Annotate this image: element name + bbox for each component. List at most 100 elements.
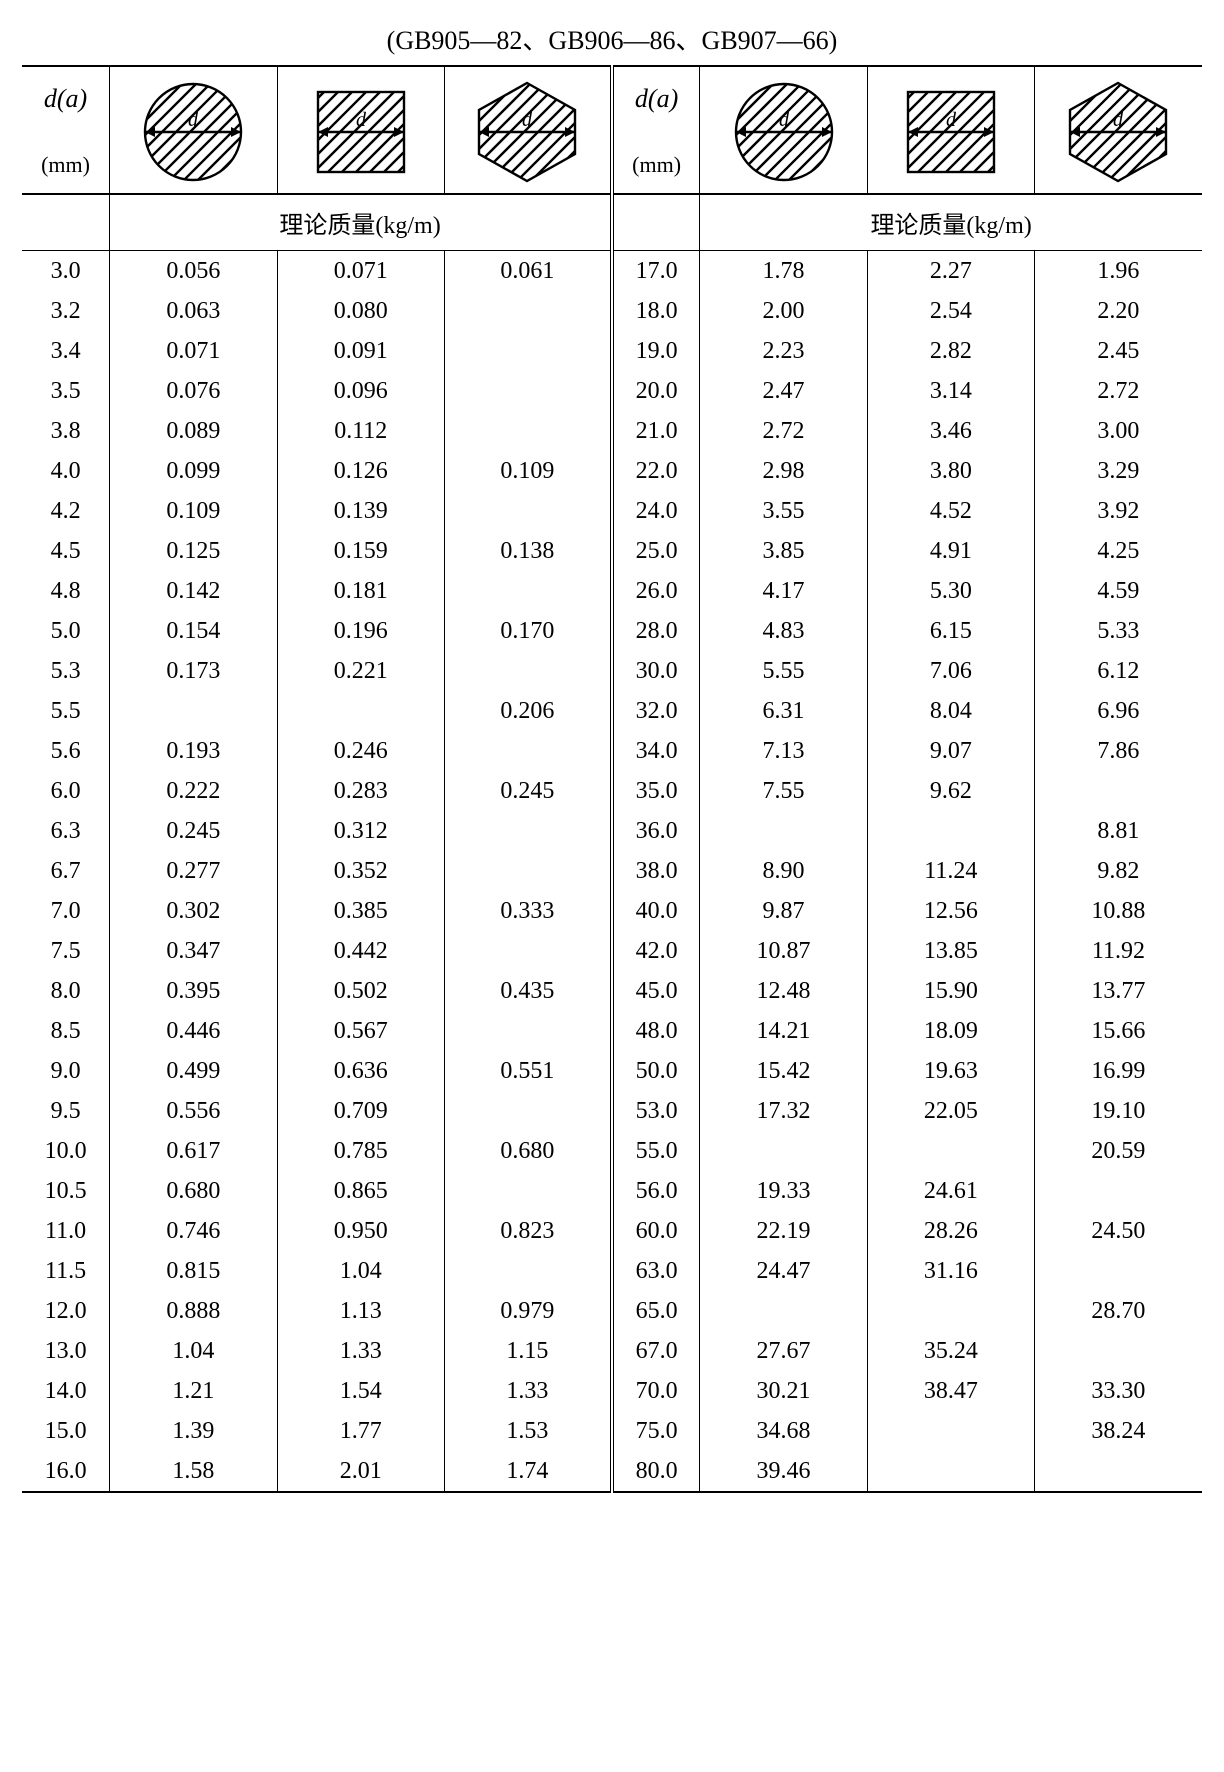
cell-square: 0.246 xyxy=(277,731,444,771)
cell-d: 9.0 xyxy=(22,1051,110,1091)
cell-hex: 1.53 xyxy=(444,1411,612,1451)
cell-circle: 30.21 xyxy=(700,1371,868,1411)
table-row: 5.3 0.173 0.221 30.0 5.55 7.06 6.12 xyxy=(22,651,1202,691)
cell-circle: 0.617 xyxy=(110,1131,278,1171)
cell-hex: 3.29 xyxy=(1034,451,1202,491)
cell-square xyxy=(867,1411,1034,1451)
cell-circle xyxy=(110,691,278,731)
cell-circle: 2.72 xyxy=(700,411,868,451)
cell-d: 55.0 xyxy=(612,1131,700,1171)
cell-hex: 0.435 xyxy=(444,971,612,1011)
cell-circle: 22.19 xyxy=(700,1211,868,1251)
cell-d: 40.0 xyxy=(612,891,700,931)
cell-d: 48.0 xyxy=(612,1011,700,1051)
cell-d: 5.6 xyxy=(22,731,110,771)
cell-circle: 2.98 xyxy=(700,451,868,491)
cell-hex xyxy=(444,331,612,371)
cell-circle: 12.48 xyxy=(700,971,868,1011)
cell-hex: 0.680 xyxy=(444,1131,612,1171)
cell-circle: 0.173 xyxy=(110,651,278,691)
cell-d: 17.0 xyxy=(612,251,700,292)
cell-hex: 28.70 xyxy=(1034,1291,1202,1331)
table-row: 9.0 0.499 0.636 0.551 50.0 15.42 19.63 1… xyxy=(22,1051,1202,1091)
cell-hex: 20.59 xyxy=(1034,1131,1202,1171)
cell-d: 11.0 xyxy=(22,1211,110,1251)
table-row: 3.2 0.063 0.080 18.0 2.00 2.54 2.20 xyxy=(22,291,1202,331)
cell-circle: 3.55 xyxy=(700,491,868,531)
cell-square: 0.636 xyxy=(277,1051,444,1091)
table-row: 5.0 0.154 0.196 0.170 28.0 4.83 6.15 5.3… xyxy=(22,611,1202,651)
cell-circle: 2.00 xyxy=(700,291,868,331)
cell-square: 18.09 xyxy=(867,1011,1034,1051)
cell-d: 53.0 xyxy=(612,1091,700,1131)
cell-square xyxy=(867,811,1034,851)
table-row: 5.5 0.206 32.0 6.31 8.04 6.96 xyxy=(22,691,1202,731)
cell-d: 15.0 xyxy=(22,1411,110,1451)
cell-circle: 7.55 xyxy=(700,771,868,811)
cell-circle: 2.23 xyxy=(700,331,868,371)
col-hex-icon-right: d xyxy=(1034,66,1202,194)
col-square-icon-left: d xyxy=(277,66,444,194)
cell-hex: 1.96 xyxy=(1034,251,1202,292)
cell-d: 34.0 xyxy=(612,731,700,771)
cell-hex: 7.86 xyxy=(1034,731,1202,771)
cell-square: 2.01 xyxy=(277,1451,444,1492)
cell-square: 22.05 xyxy=(867,1091,1034,1131)
cell-circle: 0.076 xyxy=(110,371,278,411)
cell-square: 15.90 xyxy=(867,971,1034,1011)
cell-d: 19.0 xyxy=(612,331,700,371)
cell-square: 7.06 xyxy=(867,651,1034,691)
cell-hex: 5.33 xyxy=(1034,611,1202,651)
cell-d: 8.5 xyxy=(22,1011,110,1051)
cell-circle: 0.193 xyxy=(110,731,278,771)
cell-square xyxy=(867,1291,1034,1331)
cell-square: 8.04 xyxy=(867,691,1034,731)
svg-text:d: d xyxy=(188,109,199,131)
svg-text:d: d xyxy=(946,109,957,131)
table-row: 10.0 0.617 0.785 0.680 55.0 20.59 xyxy=(22,1131,1202,1171)
cell-hex xyxy=(444,651,612,691)
cell-hex xyxy=(1034,771,1202,811)
cell-hex xyxy=(1034,1251,1202,1291)
table-row: 11.0 0.746 0.950 0.823 60.0 22.19 28.26 … xyxy=(22,1211,1202,1251)
cell-hex: 19.10 xyxy=(1034,1091,1202,1131)
table-row: 3.5 0.076 0.096 20.0 2.47 3.14 2.72 xyxy=(22,371,1202,411)
cell-d: 5.0 xyxy=(22,611,110,651)
cell-circle: 0.446 xyxy=(110,1011,278,1051)
cell-d: 14.0 xyxy=(22,1371,110,1411)
table-row: 15.0 1.39 1.77 1.53 75.0 34.68 38.24 xyxy=(22,1411,1202,1451)
cell-d: 5.5 xyxy=(22,691,110,731)
cell-circle xyxy=(700,811,868,851)
cell-hex: 6.96 xyxy=(1034,691,1202,731)
cell-d: 32.0 xyxy=(612,691,700,731)
col-d-label-left: d(a) xyxy=(22,66,110,117)
cell-d: 10.0 xyxy=(22,1131,110,1171)
cell-hex xyxy=(444,411,612,451)
cell-circle: 0.277 xyxy=(110,851,278,891)
cell-hex: 15.66 xyxy=(1034,1011,1202,1051)
cell-d: 5.3 xyxy=(22,651,110,691)
table-row: 9.5 0.556 0.709 53.0 17.32 22.05 19.10 xyxy=(22,1091,1202,1131)
cell-circle: 14.21 xyxy=(700,1011,868,1051)
table-row: 6.7 0.277 0.352 38.0 8.90 11.24 9.82 xyxy=(22,851,1202,891)
cell-circle: 27.67 xyxy=(700,1331,868,1371)
col-hex-icon-left: d xyxy=(444,66,612,194)
cell-d: 25.0 xyxy=(612,531,700,571)
cell-hex: 0.206 xyxy=(444,691,612,731)
cell-d: 4.5 xyxy=(22,531,110,571)
cell-circle: 3.85 xyxy=(700,531,868,571)
cell-circle: 0.142 xyxy=(110,571,278,611)
cell-d: 3.2 xyxy=(22,291,110,331)
cell-d: 11.5 xyxy=(22,1251,110,1291)
cell-hex: 0.109 xyxy=(444,451,612,491)
svg-text:d: d xyxy=(779,109,790,131)
cell-circle: 0.056 xyxy=(110,251,278,292)
cell-circle: 0.109 xyxy=(110,491,278,531)
cell-d: 9.5 xyxy=(22,1091,110,1131)
col-square-icon-right: d xyxy=(867,66,1034,194)
cell-d: 70.0 xyxy=(612,1371,700,1411)
cell-d: 6.0 xyxy=(22,771,110,811)
table-row: 4.5 0.125 0.159 0.138 25.0 3.85 4.91 4.2… xyxy=(22,531,1202,571)
table-row: 7.0 0.302 0.385 0.333 40.0 9.87 12.56 10… xyxy=(22,891,1202,931)
svg-text:d: d xyxy=(356,109,367,131)
